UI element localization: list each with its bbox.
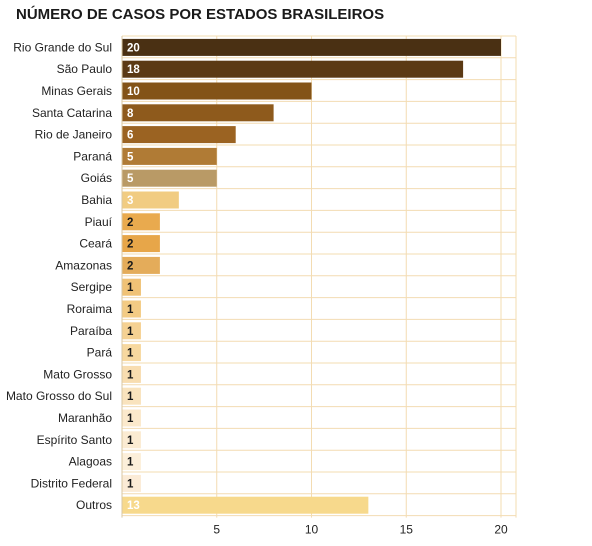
value-label: 6	[127, 130, 133, 142]
category-label: Sergipe	[71, 280, 113, 294]
value-label: 1	[127, 391, 134, 403]
bar	[122, 82, 312, 100]
value-label: 1	[127, 435, 134, 447]
bar	[122, 474, 141, 492]
value-label: 1	[127, 413, 134, 425]
category-label: Paraíba	[70, 324, 112, 338]
bar	[122, 126, 236, 144]
x-tick-label: 10	[305, 523, 319, 537]
bar	[122, 213, 160, 231]
x-tick-label: 20	[494, 523, 508, 537]
bar	[122, 191, 179, 209]
bar	[122, 496, 369, 514]
bar	[122, 60, 464, 78]
chart-title: NÚMERO DE CASOS POR ESTADOS BRASILEIROS	[16, 6, 385, 23]
bar	[122, 431, 141, 449]
category-label: Paraná	[73, 149, 112, 163]
value-label: 10	[127, 86, 140, 98]
category-label: Amazonas	[55, 258, 112, 272]
category-label: Outros	[76, 498, 112, 512]
value-label: 13	[127, 500, 140, 512]
category-label: Pará	[87, 346, 113, 360]
value-label: 8	[127, 108, 134, 120]
value-label: 1	[127, 369, 134, 381]
bar	[122, 409, 141, 427]
bar	[122, 104, 274, 122]
value-label: 1	[127, 478, 134, 490]
bar	[122, 344, 141, 362]
category-label: Minas Gerais	[41, 84, 112, 98]
category-label: Roraima	[67, 302, 113, 316]
category-label: Ceará	[79, 237, 112, 251]
value-label: 2	[127, 260, 133, 272]
category-label: Espírito Santo	[37, 433, 113, 447]
value-label: 2	[127, 217, 133, 229]
bar	[122, 387, 141, 405]
value-label: 5	[127, 151, 134, 163]
category-label: Mato Grosso do Sul	[6, 389, 112, 403]
category-label: Rio Grande do Sul	[13, 40, 112, 54]
bar	[122, 235, 160, 253]
category-label: Distrito Federal	[31, 476, 112, 490]
value-label: 2	[127, 239, 133, 251]
bar	[122, 365, 141, 383]
category-label: Santa Catarina	[32, 106, 112, 120]
bar	[122, 38, 501, 56]
x-tick-label: 5	[213, 523, 220, 537]
value-label: 1	[127, 457, 134, 469]
category-label: Mato Grosso	[43, 367, 112, 381]
x-tick-labels: 5 10 15 20	[213, 523, 508, 537]
value-label: 1	[127, 326, 134, 338]
bar	[122, 169, 217, 187]
bar	[122, 300, 141, 318]
category-label: Maranhão	[58, 411, 112, 425]
x-tick-label: 15	[400, 523, 414, 537]
category-label: Rio de Janeiro	[35, 128, 113, 142]
value-label: 20	[127, 42, 140, 54]
category-label: Piauí	[85, 215, 113, 229]
category-label: Alagoas	[69, 455, 112, 469]
value-label: 1	[127, 304, 134, 316]
bar	[122, 453, 141, 471]
category-label: São Paulo	[57, 62, 113, 76]
value-label: 1	[127, 348, 134, 360]
value-label: 18	[127, 64, 140, 76]
grid-lines	[122, 35, 517, 518]
bar	[122, 322, 141, 340]
value-label: 5	[127, 173, 134, 185]
bar	[122, 256, 160, 274]
category-label: Bahia	[81, 193, 112, 207]
bar	[122, 278, 141, 296]
category-label: Goiás	[81, 171, 112, 185]
value-label: 3	[127, 195, 133, 207]
value-label: 1	[127, 282, 134, 294]
bar	[122, 147, 217, 165]
